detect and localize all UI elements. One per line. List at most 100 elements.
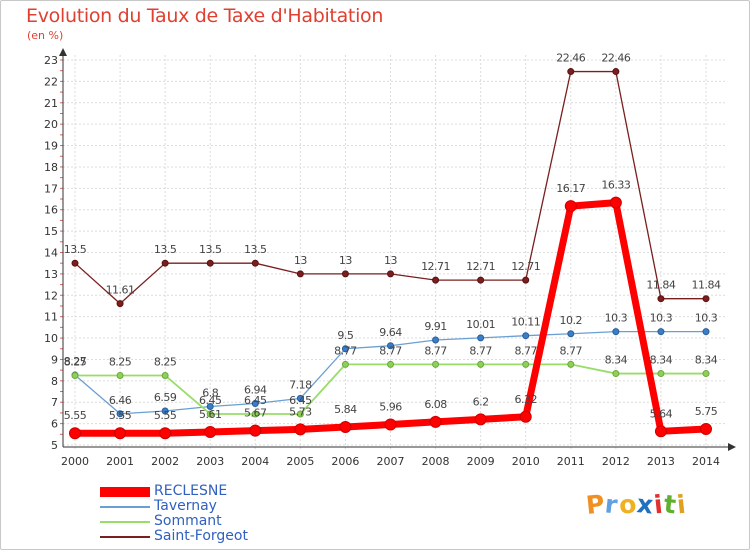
- legend-swatch: [100, 487, 150, 497]
- logo-letter: i: [675, 489, 688, 520]
- data-point-tavernay: [206, 403, 214, 410]
- data-label-tavernay: 6.59: [154, 391, 177, 404]
- grid-layer: [63, 55, 726, 449]
- data-label-tavernay: 6.94: [244, 384, 267, 397]
- data-label-reclesne: 6.32: [514, 393, 537, 406]
- y-axis-unit-label: (en %): [27, 29, 64, 42]
- y-tick-label: 19: [44, 140, 58, 153]
- data-label-saint-forgeot: 22.46: [601, 52, 630, 65]
- data-label-sommant: 8.77: [379, 344, 402, 357]
- data-label-reclesne: 5.73: [289, 405, 312, 418]
- data-point-reclesne: [69, 427, 81, 440]
- data-point-saint-forgeot: [522, 276, 530, 284]
- data-point-reclesne: [519, 410, 532, 423]
- y-tick-label: 16: [44, 204, 58, 217]
- y-tick-label: 17: [44, 182, 58, 195]
- data-label-sommant: 8.34: [695, 354, 718, 367]
- x-tick-label: 2011: [557, 455, 585, 468]
- data-point-sommant: [657, 370, 665, 378]
- data-point-sommant: [116, 371, 124, 379]
- data-label-sommant: 8.77: [469, 344, 492, 357]
- data-point-reclesne: [249, 424, 262, 437]
- x-tick-label: 2001: [106, 455, 134, 468]
- x-tick-label: 2008: [422, 455, 450, 468]
- data-point-sommant: [522, 360, 530, 368]
- data-label-reclesne: 5.67: [244, 407, 267, 420]
- legend-label: Tavernay: [154, 498, 217, 514]
- data-label-tavernay: 10.3: [650, 312, 673, 325]
- data-label-reclesne: 16.33: [601, 179, 630, 192]
- y-tick-label: 8: [51, 375, 58, 388]
- series-layer: [69, 68, 712, 440]
- data-label-tavernay: 10.3: [605, 312, 628, 325]
- data-label-sommant: 8.77: [424, 344, 447, 357]
- data-label-tavernay: 6.46: [109, 394, 132, 407]
- data-label-sommant: 8.77: [514, 344, 537, 357]
- data-point-saint-forgeot: [161, 259, 169, 267]
- data-label-saint-forgeot: 22.46: [556, 52, 585, 65]
- data-point-saint-forgeot: [567, 68, 575, 76]
- data-point-reclesne: [294, 423, 307, 436]
- data-point-sommant: [251, 410, 259, 418]
- data-label-reclesne: 5.84: [334, 403, 357, 416]
- data-label-reclesne: 5.55: [64, 409, 87, 422]
- data-label-sommant: 8.25: [154, 355, 177, 368]
- x-axis-arrow: [728, 443, 736, 451]
- x-tick-label: 2009: [467, 455, 495, 468]
- y-tick-label: 11: [44, 311, 58, 324]
- data-point-sommant: [477, 360, 485, 368]
- data-point-saint-forgeot: [657, 295, 665, 303]
- data-label-reclesne: 5.61: [199, 408, 222, 421]
- data-point-sommant: [161, 371, 169, 379]
- x-tick-label: 2006: [331, 455, 359, 468]
- y-tick-label: 14: [44, 247, 58, 260]
- data-point-tavernay: [116, 410, 124, 418]
- data-label-tavernay: 7.18: [289, 378, 312, 391]
- data-point-sommant: [206, 410, 214, 418]
- y-axis-arrow: [59, 48, 67, 56]
- data-point-saint-forgeot: [432, 276, 440, 284]
- data-point-reclesne: [700, 422, 712, 435]
- data-point-reclesne: [474, 413, 487, 426]
- data-label-sommant: 8.77: [334, 344, 357, 357]
- chart-title: Evolution du Taux de Taxe d'Habitation: [26, 5, 384, 27]
- data-label-tavernay: 10.01: [466, 318, 495, 331]
- x-tick-label: 2012: [602, 455, 630, 468]
- x-tick-label: 2010: [512, 455, 540, 468]
- y-tick-label: 13: [44, 268, 58, 281]
- data-label-tavernay: 9.91: [424, 320, 447, 333]
- data-label-saint-forgeot: 13.5: [154, 243, 177, 256]
- legend-label: Sommant: [154, 513, 222, 529]
- y-tick-label: 20: [44, 118, 58, 131]
- data-point-reclesne: [609, 196, 622, 209]
- x-tick-label: 2013: [647, 455, 675, 468]
- data-point-reclesne: [384, 418, 397, 431]
- x-tick-label: 2014: [692, 455, 720, 468]
- data-point-saint-forgeot: [612, 68, 620, 76]
- data-point-saint-forgeot: [251, 259, 259, 267]
- data-label-tavernay: 8.27: [64, 355, 87, 368]
- data-label-layer: 13.5 11.61 13.5 13.5 13.5 13 13 13 12.71 12.71 12.…: [64, 52, 722, 423]
- legend-label: Saint-Forgeot: [154, 528, 248, 544]
- data-label-reclesne: 5.55: [154, 409, 177, 422]
- data-point-sommant: [567, 360, 575, 368]
- data-point-saint-forgeot: [387, 270, 394, 278]
- data-point-sommant: [71, 371, 79, 379]
- data-point-reclesne: [429, 415, 442, 428]
- data-label-sommant: 6.45: [244, 394, 267, 407]
- x-tick-label: 2007: [377, 455, 405, 468]
- data-label-tavernay: 6.8: [202, 387, 218, 400]
- data-point-reclesne: [564, 200, 577, 213]
- data-point-tavernay: [657, 328, 665, 336]
- x-tick-label: 2005: [286, 455, 314, 468]
- y-tick-label: 9: [51, 353, 58, 366]
- legend-swatch: [100, 506, 150, 508]
- data-point-saint-forgeot: [702, 295, 710, 303]
- x-tick-label: 2004: [241, 455, 269, 468]
- data-label-saint-forgeot: 12.71: [511, 260, 540, 273]
- data-label-reclesne: 6.2: [473, 395, 489, 408]
- data-point-sommant: [296, 410, 304, 418]
- data-point-tavernay: [387, 342, 394, 350]
- data-point-tavernay: [567, 330, 575, 338]
